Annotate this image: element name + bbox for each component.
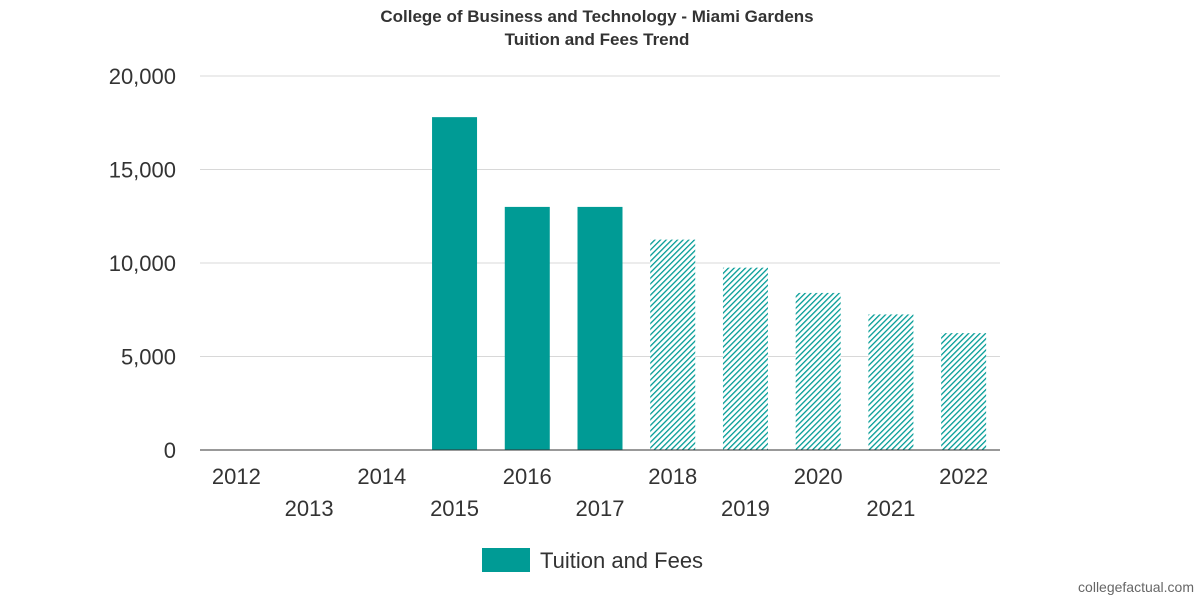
y-tick-label: 20,000 [109, 64, 176, 89]
legend-swatch[interactable] [482, 548, 530, 572]
x-tick-label: 2020 [794, 464, 843, 489]
bar-2017[interactable] [577, 206, 623, 450]
legend[interactable]: Tuition and Fees [482, 548, 703, 573]
bar-2020[interactable] [795, 292, 841, 450]
chart-title: College of Business and Technology - Mia… [380, 7, 813, 26]
x-axis-ticks: 2012 2013 2014 2015 2016 2017 2018 2019 2020 2021… [212, 464, 988, 521]
x-tick-label: 2018 [648, 464, 697, 489]
x-tick-label: 2022 [939, 464, 988, 489]
bar-2018[interactable] [650, 239, 696, 450]
legend-label[interactable]: Tuition and Fees [540, 548, 703, 573]
y-tick-label: 5,000 [121, 345, 176, 370]
y-tick-label: 15,000 [109, 158, 176, 183]
bar-2022[interactable] [941, 333, 987, 450]
x-tick-label: 2017 [576, 496, 625, 521]
x-tick-label: 2021 [866, 496, 915, 521]
bar-2019[interactable] [722, 267, 768, 450]
x-tick-label: 2019 [721, 496, 770, 521]
bar-2015[interactable] [432, 117, 478, 450]
x-tick-label: 2014 [357, 464, 406, 489]
x-tick-label: 2015 [430, 496, 479, 521]
y-tick-label: 10,000 [109, 251, 176, 276]
x-tick-label: 2013 [285, 496, 334, 521]
credit-text: collegefactual.com [1078, 579, 1194, 595]
bar-2016[interactable] [504, 206, 550, 450]
x-tick-label: 2012 [212, 464, 261, 489]
bar-2021[interactable] [868, 314, 914, 450]
y-axis-ticks: 0 5,000 10,000 15,000 20,000 [109, 64, 176, 463]
y-tick-label: 0 [164, 438, 176, 463]
x-tick-label: 2016 [503, 464, 552, 489]
bars [432, 117, 987, 450]
chart-subtitle: Tuition and Fees Trend [505, 30, 690, 49]
